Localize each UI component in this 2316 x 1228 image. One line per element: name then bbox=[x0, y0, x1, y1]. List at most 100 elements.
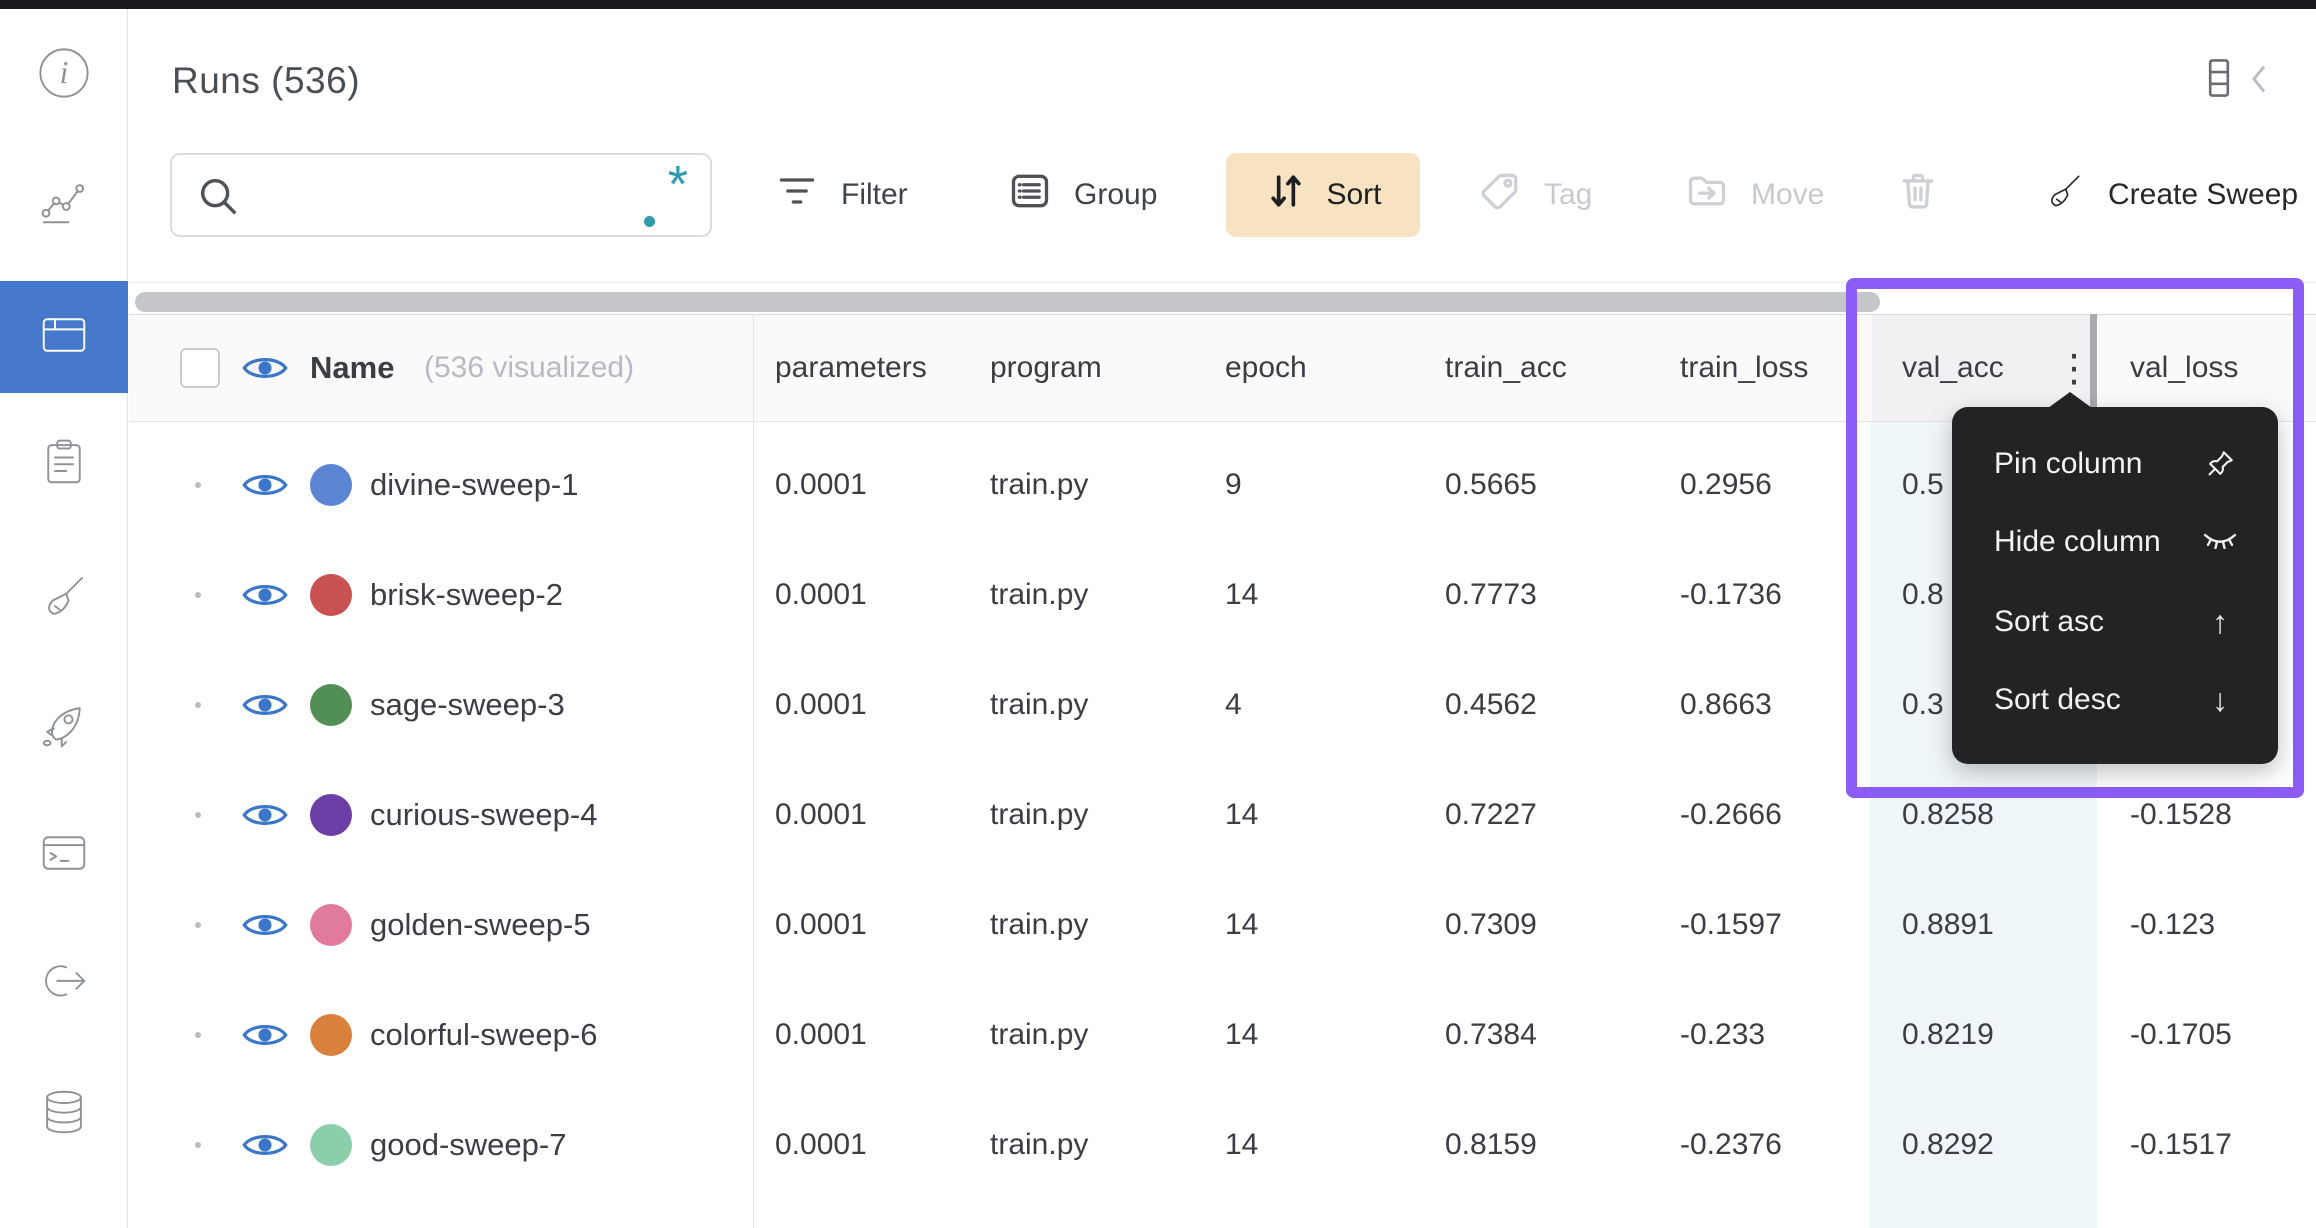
visibility-eye-icon[interactable] bbox=[242, 352, 288, 384]
menu-item-sort-desc[interactable]: Sort desc ↓ bbox=[1952, 661, 2278, 739]
visualized-count: (536 visualized) bbox=[424, 351, 635, 384]
cell-train-loss: -0.1736 bbox=[1680, 578, 1782, 611]
column-divider-bar[interactable] bbox=[2090, 314, 2097, 422]
regex-toggle-icon[interactable]: * bbox=[632, 156, 694, 229]
cell-val-loss: -0.1528 bbox=[2130, 798, 2232, 831]
column-header-train-acc[interactable]: train_acc bbox=[1445, 351, 1567, 384]
drag-handle[interactable] bbox=[195, 482, 201, 488]
tag-button[interactable]: Tag bbox=[1478, 153, 1592, 237]
columns-panel-icon[interactable] bbox=[2208, 58, 2230, 103]
cell-val-acc: 0.3 bbox=[1902, 688, 1944, 721]
cell-parameters: 0.0001 bbox=[775, 578, 867, 611]
run-name-link[interactable]: curious-sweep-4 bbox=[370, 797, 598, 832]
visibility-eye-icon[interactable] bbox=[242, 469, 288, 501]
tag-icon bbox=[1478, 169, 1522, 221]
run-name-link[interactable]: sage-sweep-3 bbox=[370, 687, 565, 722]
menu-notch bbox=[2048, 392, 2092, 408]
sort-button[interactable]: Sort bbox=[1226, 153, 1420, 237]
drag-handle[interactable] bbox=[195, 1142, 201, 1148]
table-icon bbox=[37, 308, 91, 367]
visibility-eye-icon[interactable] bbox=[242, 579, 288, 611]
menu-item-label: Pin column bbox=[1994, 447, 2143, 480]
search-icon bbox=[200, 178, 237, 215]
create-sweep-button[interactable]: Create Sweep bbox=[2042, 153, 2298, 237]
column-header-program[interactable]: program bbox=[990, 351, 1102, 384]
cell-val-acc: 0.5 bbox=[1902, 468, 1944, 501]
table-row[interactable]: sage-sweep-3 0.0001 train.py 4 0.4562 0.… bbox=[129, 650, 2316, 760]
table-row[interactable]: brisk-sweep-2 0.0001 train.py 14 0.7773 … bbox=[129, 540, 2316, 650]
drag-handle[interactable] bbox=[195, 812, 201, 818]
cell-program: train.py bbox=[990, 1018, 1089, 1051]
menu-item-label: Sort asc bbox=[1994, 605, 2105, 638]
cell-program: train.py bbox=[990, 908, 1089, 941]
table-row[interactable]: golden-sweep-5 0.0001 train.py 14 0.7309… bbox=[129, 870, 2316, 980]
sidebar-item-overview[interactable]: i bbox=[0, 21, 128, 129]
table-row[interactable]: divine-sweep-1 0.0001 train.py 9 0.5665 … bbox=[129, 430, 2316, 540]
move-folder-icon bbox=[1685, 169, 1729, 221]
column-header-val-loss[interactable]: val_loss bbox=[2130, 351, 2239, 384]
delete-button[interactable] bbox=[1896, 153, 1940, 237]
column-header-parameters[interactable]: parameters bbox=[775, 351, 927, 384]
menu-item-label: Sort desc bbox=[1994, 683, 2121, 716]
group-label: Group bbox=[1074, 178, 1158, 211]
menu-item-hide-column[interactable]: Hide column bbox=[1952, 503, 2278, 581]
run-color-dot bbox=[310, 794, 352, 836]
sidebar-item-jobs[interactable] bbox=[0, 410, 128, 518]
run-color-dot bbox=[310, 684, 352, 726]
search-input[interactable] bbox=[256, 161, 616, 229]
move-button[interactable]: Move bbox=[1685, 153, 1824, 237]
column-header-epoch[interactable]: epoch bbox=[1225, 351, 1307, 384]
drag-handle[interactable] bbox=[195, 702, 201, 708]
sidebar-item-automations[interactable] bbox=[0, 930, 128, 1038]
column-header-name[interactable]: Name bbox=[310, 350, 395, 385]
cell-train-loss: 0.2956 bbox=[1680, 468, 1772, 501]
menu-item-sort-asc[interactable]: Sort asc ↑ bbox=[1952, 583, 2278, 661]
visibility-eye-icon[interactable] bbox=[242, 1019, 288, 1051]
menu-item-pin-column[interactable]: Pin column bbox=[1952, 425, 2278, 503]
visibility-eye-icon[interactable] bbox=[242, 689, 288, 721]
cell-val-loss: -0.1517 bbox=[2130, 1128, 2232, 1161]
visibility-eye-icon[interactable] bbox=[242, 1129, 288, 1161]
group-button[interactable]: Group bbox=[1008, 153, 1157, 237]
sidebar-item-sweeps[interactable] bbox=[0, 544, 128, 652]
sidebar-item-runs-table[interactable] bbox=[0, 283, 128, 391]
filter-button[interactable]: Filter bbox=[775, 153, 908, 237]
sidebar-item-logs[interactable] bbox=[0, 801, 128, 909]
run-name-link[interactable]: good-sweep-7 bbox=[370, 1127, 567, 1162]
sidebar-item-launch[interactable] bbox=[0, 673, 128, 781]
terminal-icon bbox=[37, 826, 91, 885]
group-icon bbox=[1008, 169, 1052, 221]
filter-icon bbox=[775, 169, 819, 221]
sidebar-item-artifacts[interactable] bbox=[0, 1060, 128, 1168]
kebab-menu-icon[interactable]: ⋮ bbox=[2055, 347, 2093, 390]
horizontal-scrollbar[interactable] bbox=[135, 292, 1880, 312]
visibility-eye-icon[interactable] bbox=[242, 799, 288, 831]
table-row[interactable]: colorful-sweep-6 0.0001 train.py 14 0.73… bbox=[129, 980, 2316, 1090]
sidebar-item-charts[interactable] bbox=[0, 150, 128, 258]
visibility-eye-icon[interactable] bbox=[242, 909, 288, 941]
cell-epoch: 14 bbox=[1225, 578, 1259, 611]
select-all-checkbox[interactable] bbox=[180, 348, 220, 388]
cell-epoch: 14 bbox=[1225, 908, 1259, 941]
run-name-link[interactable]: golden-sweep-5 bbox=[370, 907, 591, 942]
table-row[interactable]: good-sweep-7 0.0001 train.py 14 0.8159 -… bbox=[129, 1090, 2316, 1200]
column-header-val-acc[interactable]: val_acc bbox=[1902, 351, 2004, 384]
run-name-link[interactable]: divine-sweep-1 bbox=[370, 467, 579, 502]
search-box: * bbox=[170, 153, 712, 237]
cell-epoch: 4 bbox=[1225, 688, 1242, 721]
clipboard-icon bbox=[37, 435, 91, 494]
column-header-train-loss[interactable]: train_loss bbox=[1680, 351, 1809, 384]
drag-handle[interactable] bbox=[195, 922, 201, 928]
run-name-link[interactable]: colorful-sweep-6 bbox=[370, 1017, 598, 1052]
broom-icon bbox=[37, 569, 91, 628]
pin-icon bbox=[2200, 448, 2240, 480]
chevron-left-icon[interactable] bbox=[2250, 64, 2268, 99]
drag-handle[interactable] bbox=[195, 1032, 201, 1038]
sidebar: i bbox=[0, 9, 128, 1228]
run-name-link[interactable]: brisk-sweep-2 bbox=[370, 577, 563, 612]
cell-train-acc: 0.8159 bbox=[1445, 1128, 1537, 1161]
table-row[interactable]: curious-sweep-4 0.0001 train.py 14 0.722… bbox=[129, 760, 2316, 870]
table-top-border bbox=[130, 282, 2316, 283]
tag-label: Tag bbox=[1544, 178, 1593, 211]
drag-handle[interactable] bbox=[195, 592, 201, 598]
